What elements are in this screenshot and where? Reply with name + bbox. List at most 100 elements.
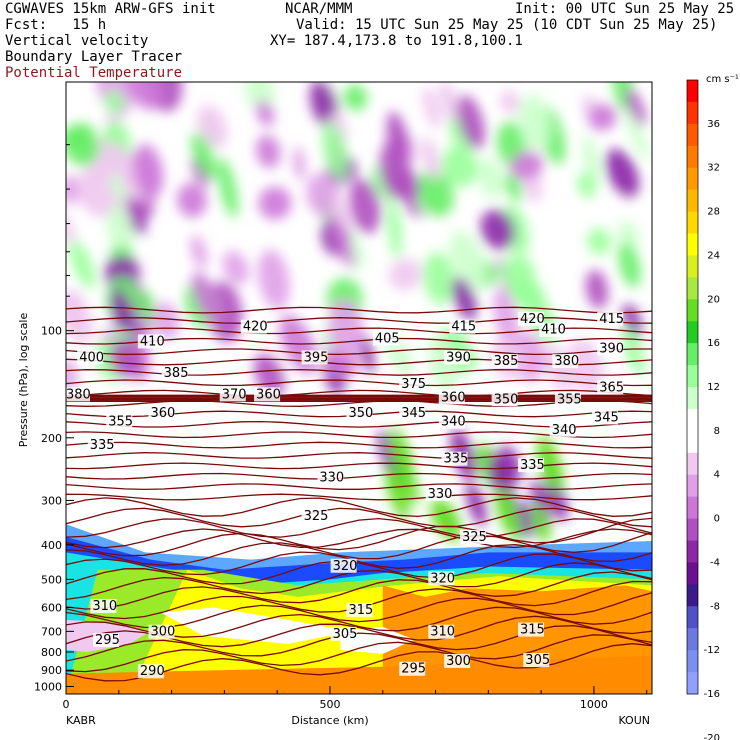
y-tick-label: 900 bbox=[41, 664, 62, 677]
vertical-velocity-field bbox=[66, 82, 652, 694]
velocity-cell bbox=[256, 135, 281, 168]
theta-label: 335 bbox=[520, 458, 545, 473]
theta-label-bg bbox=[428, 624, 455, 639]
colorbar-swatch bbox=[687, 518, 698, 541]
theta-contour bbox=[66, 472, 652, 480]
colorbar-swatch bbox=[687, 299, 698, 322]
theta-contour bbox=[66, 517, 652, 538]
velocity-cell bbox=[331, 196, 351, 233]
y-tick-label: 1000 bbox=[34, 680, 62, 693]
colorbar-label: -4 bbox=[710, 557, 720, 568]
velocity-cell bbox=[292, 146, 306, 180]
theta-label: 410 bbox=[541, 323, 566, 338]
velocity-cell bbox=[66, 176, 82, 204]
colorbar-frame bbox=[686, 79, 699, 695]
theta-label-bg bbox=[597, 380, 624, 395]
updraft-cell bbox=[385, 467, 410, 521]
x-tick-label: 0 bbox=[63, 698, 70, 711]
colorbar-unit: cm s⁻¹ bbox=[706, 74, 739, 85]
theta-contour bbox=[66, 483, 652, 491]
theta-label: 410 bbox=[140, 334, 165, 349]
theta-contour bbox=[66, 543, 652, 576]
axes: 0 500 1000 100 200 300 400 500 600 700 800 900 1000 bbox=[34, 81, 648, 711]
velocity-cell bbox=[66, 125, 100, 167]
field-potential-temperature: Potential Temperature bbox=[5, 65, 183, 81]
theta-contour bbox=[66, 562, 652, 601]
theta-label: 380 bbox=[66, 387, 91, 402]
theta-label: 295 bbox=[95, 633, 120, 648]
theta-label-bg bbox=[552, 354, 579, 369]
theta-label-bg bbox=[597, 341, 624, 356]
theta-label: 345 bbox=[594, 411, 619, 426]
theta-label-bg bbox=[441, 451, 468, 466]
velocity-cell bbox=[518, 94, 552, 151]
theta-contour bbox=[66, 389, 652, 397]
y-tick-label: 500 bbox=[41, 573, 62, 586]
colorbar-swatch bbox=[687, 101, 698, 125]
station-right: KOUN bbox=[618, 714, 650, 727]
theta-label-bg bbox=[518, 458, 545, 473]
colorbar-label: 24 bbox=[707, 250, 720, 261]
theta-label-bg bbox=[148, 624, 175, 639]
theta-label: 335 bbox=[90, 438, 115, 453]
velocity-cell bbox=[191, 133, 216, 179]
y-tick-label: 200 bbox=[41, 432, 62, 445]
theta-label: 400 bbox=[79, 350, 104, 365]
y-tick-label: 400 bbox=[41, 539, 62, 552]
theta-label: 305 bbox=[525, 653, 550, 668]
theta-label-bg bbox=[399, 406, 426, 421]
colorbar-label: -8 bbox=[710, 601, 720, 612]
theta-contour bbox=[66, 317, 652, 324]
theta-label-bg bbox=[399, 661, 426, 676]
theta-label-bg bbox=[301, 508, 328, 523]
updraft-cell bbox=[530, 504, 551, 543]
colorbar-swatch bbox=[687, 650, 698, 673]
theta-label: 345 bbox=[401, 406, 426, 421]
colorbar-label: 4 bbox=[714, 470, 720, 481]
colorbar-label: 20 bbox=[707, 294, 720, 305]
velocity-cell bbox=[420, 137, 441, 180]
colorbar-swatch bbox=[687, 189, 698, 213]
theta-contour bbox=[66, 441, 652, 449]
theta-label: 315 bbox=[348, 603, 373, 618]
theta-label-bg bbox=[346, 406, 373, 421]
velocity-cell bbox=[504, 173, 523, 201]
theta-label: 390 bbox=[599, 341, 624, 356]
theta-label: 380 bbox=[554, 354, 579, 369]
velocity-cell bbox=[624, 109, 650, 161]
theta-label: 310 bbox=[430, 625, 455, 640]
colorbar-swatch bbox=[687, 343, 698, 366]
colorbar-swatch bbox=[687, 562, 698, 585]
velocity-cell bbox=[422, 87, 442, 129]
theta-label: 420 bbox=[243, 320, 268, 335]
colorbar-swatch bbox=[687, 540, 698, 563]
theta-contour bbox=[66, 507, 652, 528]
velocity-cell bbox=[478, 157, 504, 199]
updraft-cell bbox=[494, 485, 520, 536]
colorbar-swatch bbox=[687, 387, 698, 410]
theta-label: 395 bbox=[304, 350, 329, 365]
colorbar-swatch bbox=[687, 496, 698, 520]
colorbar-swatch bbox=[687, 408, 698, 432]
velocity-cell bbox=[500, 90, 520, 114]
theta-contour bbox=[66, 634, 652, 673]
velocity-cell bbox=[256, 100, 275, 127]
velocity-cell bbox=[348, 178, 381, 234]
valid-time: Valid: 15 UTC Sun 25 May 25 (10 CDT Sun … bbox=[296, 17, 718, 33]
theta-label-bg bbox=[330, 558, 357, 573]
station-left: KABR bbox=[66, 714, 96, 727]
velocity-cell bbox=[423, 252, 455, 305]
theta-label: 335 bbox=[443, 452, 468, 467]
theta-label: 355 bbox=[557, 392, 582, 407]
colorbar-label: -20 bbox=[704, 733, 720, 740]
theta-label-bg bbox=[161, 366, 188, 381]
colorbar-swatch bbox=[687, 211, 698, 234]
theta-contour bbox=[66, 625, 652, 662]
theta-label-bg bbox=[66, 387, 90, 402]
velocity-cell bbox=[457, 95, 486, 150]
theta-contour bbox=[66, 517, 652, 557]
theta-label: 365 bbox=[599, 380, 624, 395]
theta-label-bg bbox=[428, 571, 455, 586]
colorbar-swatch bbox=[687, 474, 698, 498]
theta-label-bg bbox=[554, 392, 581, 407]
